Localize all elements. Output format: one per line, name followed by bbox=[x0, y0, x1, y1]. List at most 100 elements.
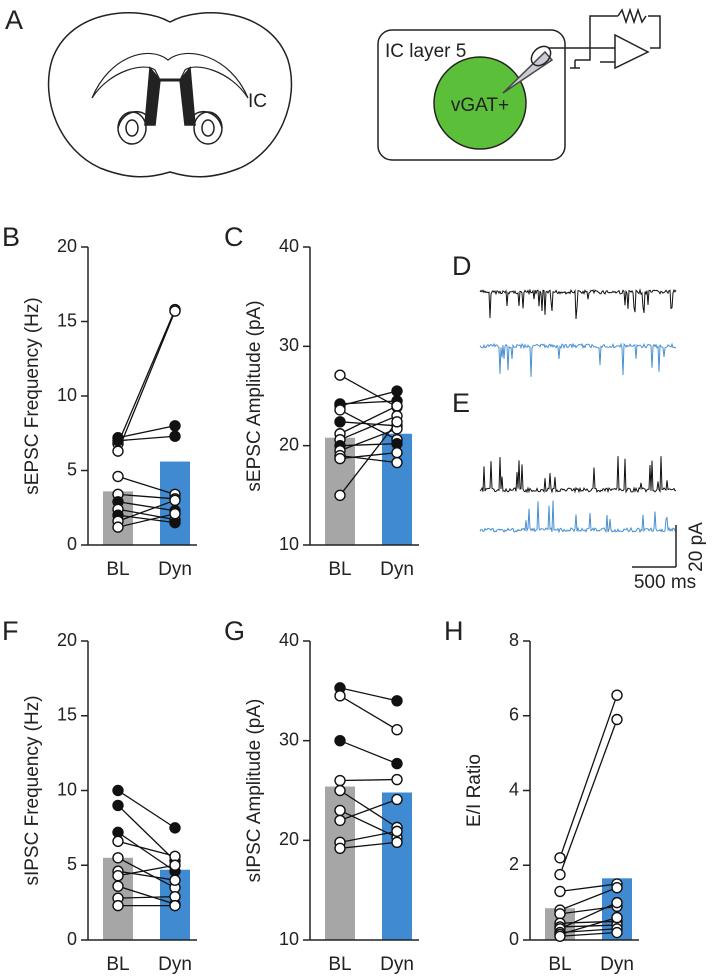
scale-y-label: 20 pA bbox=[686, 522, 707, 572]
pair-line bbox=[117, 804, 176, 862]
y-tick-label: 8 bbox=[509, 630, 519, 650]
data-point bbox=[611, 896, 623, 909]
data-point bbox=[391, 757, 403, 770]
pair-line bbox=[339, 687, 398, 702]
data-point bbox=[334, 804, 346, 817]
trace bbox=[479, 500, 677, 534]
data-point bbox=[391, 825, 403, 838]
data-point bbox=[112, 880, 124, 892]
data-point bbox=[334, 784, 346, 797]
y-axis-label: sIPSC Amplitude (pA) bbox=[244, 699, 265, 883]
x-tick-label: Dyn bbox=[600, 954, 634, 975]
layer-label: IC layer 5 bbox=[385, 41, 466, 62]
data-point bbox=[391, 773, 403, 786]
data-point bbox=[611, 881, 623, 894]
data-point bbox=[334, 774, 346, 787]
pair-line bbox=[117, 870, 176, 881]
pair-line bbox=[559, 883, 618, 893]
pair-line bbox=[339, 841, 398, 849]
panel-letter: D bbox=[452, 251, 472, 281]
data-point bbox=[554, 852, 566, 864]
pair-line bbox=[339, 789, 398, 828]
y-tick-label: 20 bbox=[279, 829, 299, 849]
data-point bbox=[611, 713, 623, 726]
data-point bbox=[611, 926, 623, 939]
data-point bbox=[334, 814, 346, 827]
panel-letter: G bbox=[224, 616, 245, 646]
y-tick-label: 20 bbox=[279, 434, 299, 454]
y-axis-label: sIPSC Frequency (Hz) bbox=[22, 695, 43, 885]
data-point bbox=[391, 836, 403, 849]
data-point bbox=[112, 470, 124, 483]
pair-line bbox=[339, 421, 398, 496]
data-point bbox=[391, 446, 403, 459]
data-point bbox=[169, 494, 181, 506]
trace bbox=[479, 288, 677, 320]
x-tick-label: Dyn bbox=[380, 954, 414, 975]
data-point bbox=[169, 822, 181, 834]
y-tick-label: 30 bbox=[279, 335, 299, 355]
pair-line bbox=[117, 310, 176, 452]
pair-line bbox=[117, 840, 176, 857]
trace bbox=[479, 456, 677, 494]
trace bbox=[479, 342, 677, 377]
y-tick-label: 0 bbox=[67, 534, 77, 554]
data-point bbox=[391, 456, 403, 469]
y-tick-label: 40 bbox=[279, 630, 299, 650]
region-label: IC bbox=[248, 91, 267, 112]
data-point bbox=[554, 908, 566, 920]
y-tick-label: 10 bbox=[279, 929, 299, 949]
panel-letter: C bbox=[224, 222, 244, 252]
pair-line bbox=[117, 501, 176, 512]
y-axis-label: E/I Ratio bbox=[464, 754, 485, 827]
y-tick-label: 40 bbox=[279, 236, 299, 256]
data-point bbox=[391, 724, 403, 736]
y-tick-label: 10 bbox=[279, 534, 299, 554]
data-point bbox=[112, 899, 124, 912]
pair-line bbox=[117, 475, 176, 495]
pair-line bbox=[117, 425, 176, 439]
data-point bbox=[391, 400, 403, 412]
pair-line bbox=[117, 499, 176, 522]
data-point bbox=[334, 690, 346, 702]
pair-line bbox=[117, 514, 176, 524]
y-tick-label: 10 bbox=[57, 385, 77, 405]
y-tick-label: 6 bbox=[509, 705, 519, 725]
pair-line bbox=[117, 885, 176, 905]
y-tick-label: 5 bbox=[67, 854, 77, 874]
panel-letter: F bbox=[2, 616, 19, 646]
data-point bbox=[611, 689, 623, 701]
pair-line bbox=[117, 789, 176, 829]
y-axis-label: sEPSC Amplitude (pA) bbox=[244, 300, 265, 491]
data-point bbox=[391, 385, 403, 397]
y-tick-label: 4 bbox=[509, 779, 519, 799]
pair-line bbox=[559, 916, 618, 936]
pair-line bbox=[339, 443, 398, 447]
pair-line bbox=[339, 405, 398, 435]
data-point bbox=[554, 930, 566, 942]
pair-line bbox=[339, 415, 398, 441]
pair-line bbox=[339, 451, 398, 460]
data-point bbox=[554, 868, 566, 881]
pair-line bbox=[117, 864, 176, 877]
y-tick-label: 15 bbox=[57, 705, 77, 725]
y-tick-label: 30 bbox=[279, 729, 299, 749]
pair-line bbox=[117, 831, 176, 872]
y-tick-label: 0 bbox=[67, 929, 77, 949]
y-tick-label: 5 bbox=[67, 459, 77, 479]
panel-letter: E bbox=[452, 388, 470, 418]
pair-line bbox=[117, 435, 176, 442]
data-point bbox=[169, 420, 181, 432]
data-point bbox=[169, 430, 181, 442]
y-tick-label: 0 bbox=[509, 929, 519, 949]
data-point bbox=[169, 899, 181, 912]
scale-x-label: 500 ms bbox=[634, 572, 696, 593]
panel-letter: B bbox=[2, 222, 20, 252]
data-point bbox=[112, 870, 124, 882]
data-point bbox=[112, 435, 124, 447]
data-point bbox=[334, 842, 346, 855]
data-point bbox=[169, 874, 181, 886]
pair-line bbox=[339, 421, 398, 427]
pair-line bbox=[117, 895, 176, 899]
data-point bbox=[112, 784, 124, 797]
